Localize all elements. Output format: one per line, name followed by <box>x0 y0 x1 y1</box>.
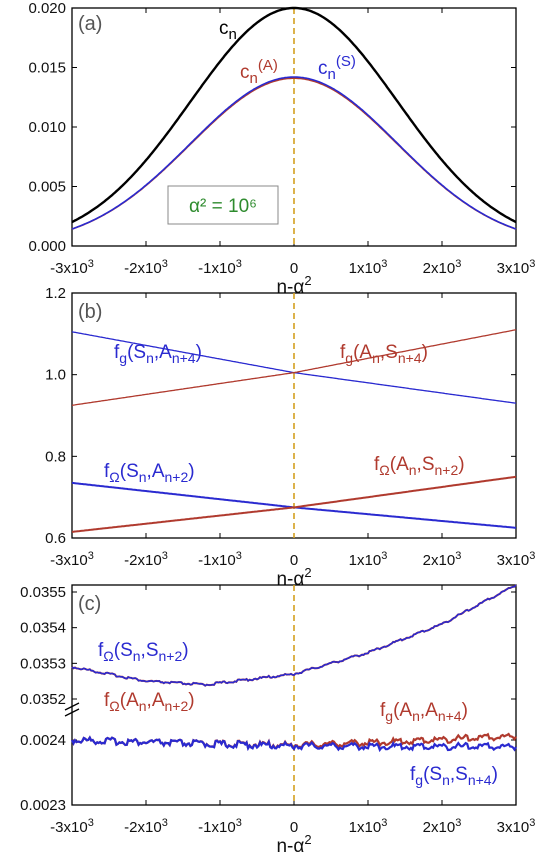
panel-c-ytick-upper-label: 0.0353 <box>20 655 66 672</box>
panel-a-ytick-label: 0.005 <box>28 179 66 196</box>
cnS-label: cn(S) <box>318 53 356 83</box>
panel-c-xtick-label: -2x103 <box>124 817 168 836</box>
fomega-AnAn2-label: fΩ(An,An+2) <box>104 690 195 714</box>
panel-c-xtick-label: 1x103 <box>349 817 388 836</box>
fg-AnAn4-label: fg(An,An+4) <box>380 700 468 724</box>
panel-a-ytick-label: 0.010 <box>28 119 66 136</box>
panel-c-xlabel: n-α2 <box>276 832 311 857</box>
panel-a-ytick-label: 0.000 <box>28 238 66 255</box>
panel-b-ytick-label: 1.2 <box>45 285 66 302</box>
panel-c-ytick-upper-label: 0.0352 <box>20 691 66 708</box>
panel-b-ytick-label: 1.0 <box>45 367 66 384</box>
panel-a-xtick-label: 0 <box>290 260 298 277</box>
cnA-label: cn(A) <box>240 57 278 87</box>
alpha-box <box>167 185 279 225</box>
panel-c-label: (c) <box>78 593 101 615</box>
panel-b-ytick-label: 0.8 <box>45 448 66 465</box>
panel-b-ytick-label: 0.6 <box>45 530 66 547</box>
fomega-SnSn2-label: fΩ(Sn,Sn+2) <box>98 640 189 664</box>
alpha-box-label: α² = 10⁶ <box>189 196 257 217</box>
fomega-SnAn2-label: fΩ(Sn,An+2) <box>104 461 195 485</box>
fomega-AnSn2-label: fΩ(An,Sn+2) <box>374 454 465 478</box>
panel-b-xtick-label: 2x103 <box>423 550 462 569</box>
panel-a-xtick-label: -2x103 <box>124 258 168 277</box>
fg-AnSn4-line <box>71 329 517 406</box>
panel-b-xtick-label: 1x103 <box>349 550 388 569</box>
panel-c-ytick-upper-label: 0.0355 <box>20 584 66 601</box>
axis-break-mark <box>64 708 80 717</box>
panel-a-ytick-label: 0.020 <box>28 0 66 17</box>
panel-b-label: (b) <box>78 301 102 323</box>
panel-b-xtick-label: -1x103 <box>198 550 242 569</box>
panel-a-xtick-label: -1x103 <box>198 258 242 277</box>
panel-b-xtick-label: 0 <box>290 552 298 569</box>
panel-a-xtick-label: 1x103 <box>349 258 388 277</box>
panel-c-xtick-label: -3x103 <box>50 817 94 836</box>
panel-c-ytick-lower-label: 0.0023 <box>20 797 66 814</box>
fg-SnSn4-line <box>70 735 517 753</box>
panel-c-xtick-label: -1x103 <box>198 817 242 836</box>
fomega-AnSn2-line <box>71 475 517 533</box>
axis-break-mark <box>64 702 80 711</box>
panel-a-label: (a) <box>78 13 102 35</box>
panel-b-xtick-label: -3x103 <box>50 550 94 569</box>
panel-a-xtick-label: 3x103 <box>497 258 536 277</box>
panel-c-ytick-upper-label: 0.0354 <box>20 620 66 637</box>
fg-SnAn4-label: fg(Sn,An+4) <box>114 342 202 366</box>
panel-c-ytick-lower-label: 0.0024 <box>20 732 66 749</box>
cn-curve <box>71 6 517 224</box>
fomega-SnSn2-line <box>71 584 517 687</box>
cnS-curve <box>71 76 517 230</box>
panel-c-xtick-label: 3x103 <box>497 817 536 836</box>
panel-c-xtick-label: 2x103 <box>423 817 462 836</box>
panel-c-xtick-label: 0 <box>290 819 298 836</box>
fg-AnSn4-label: fg(An,Sn+4) <box>340 342 428 366</box>
panel-a-ytick-label: 0.015 <box>28 60 66 77</box>
panel-a-xtick-label: 2x103 <box>423 258 462 277</box>
panel-b-xtick-label: -2x103 <box>124 550 168 569</box>
fg-SnSn4-label: fg(Sn,Sn+4) <box>410 764 498 788</box>
cn-label: cn <box>219 18 237 43</box>
panel-b-xtick-label: 3x103 <box>497 550 536 569</box>
panel-a-xtick-label: -3x103 <box>50 258 94 277</box>
